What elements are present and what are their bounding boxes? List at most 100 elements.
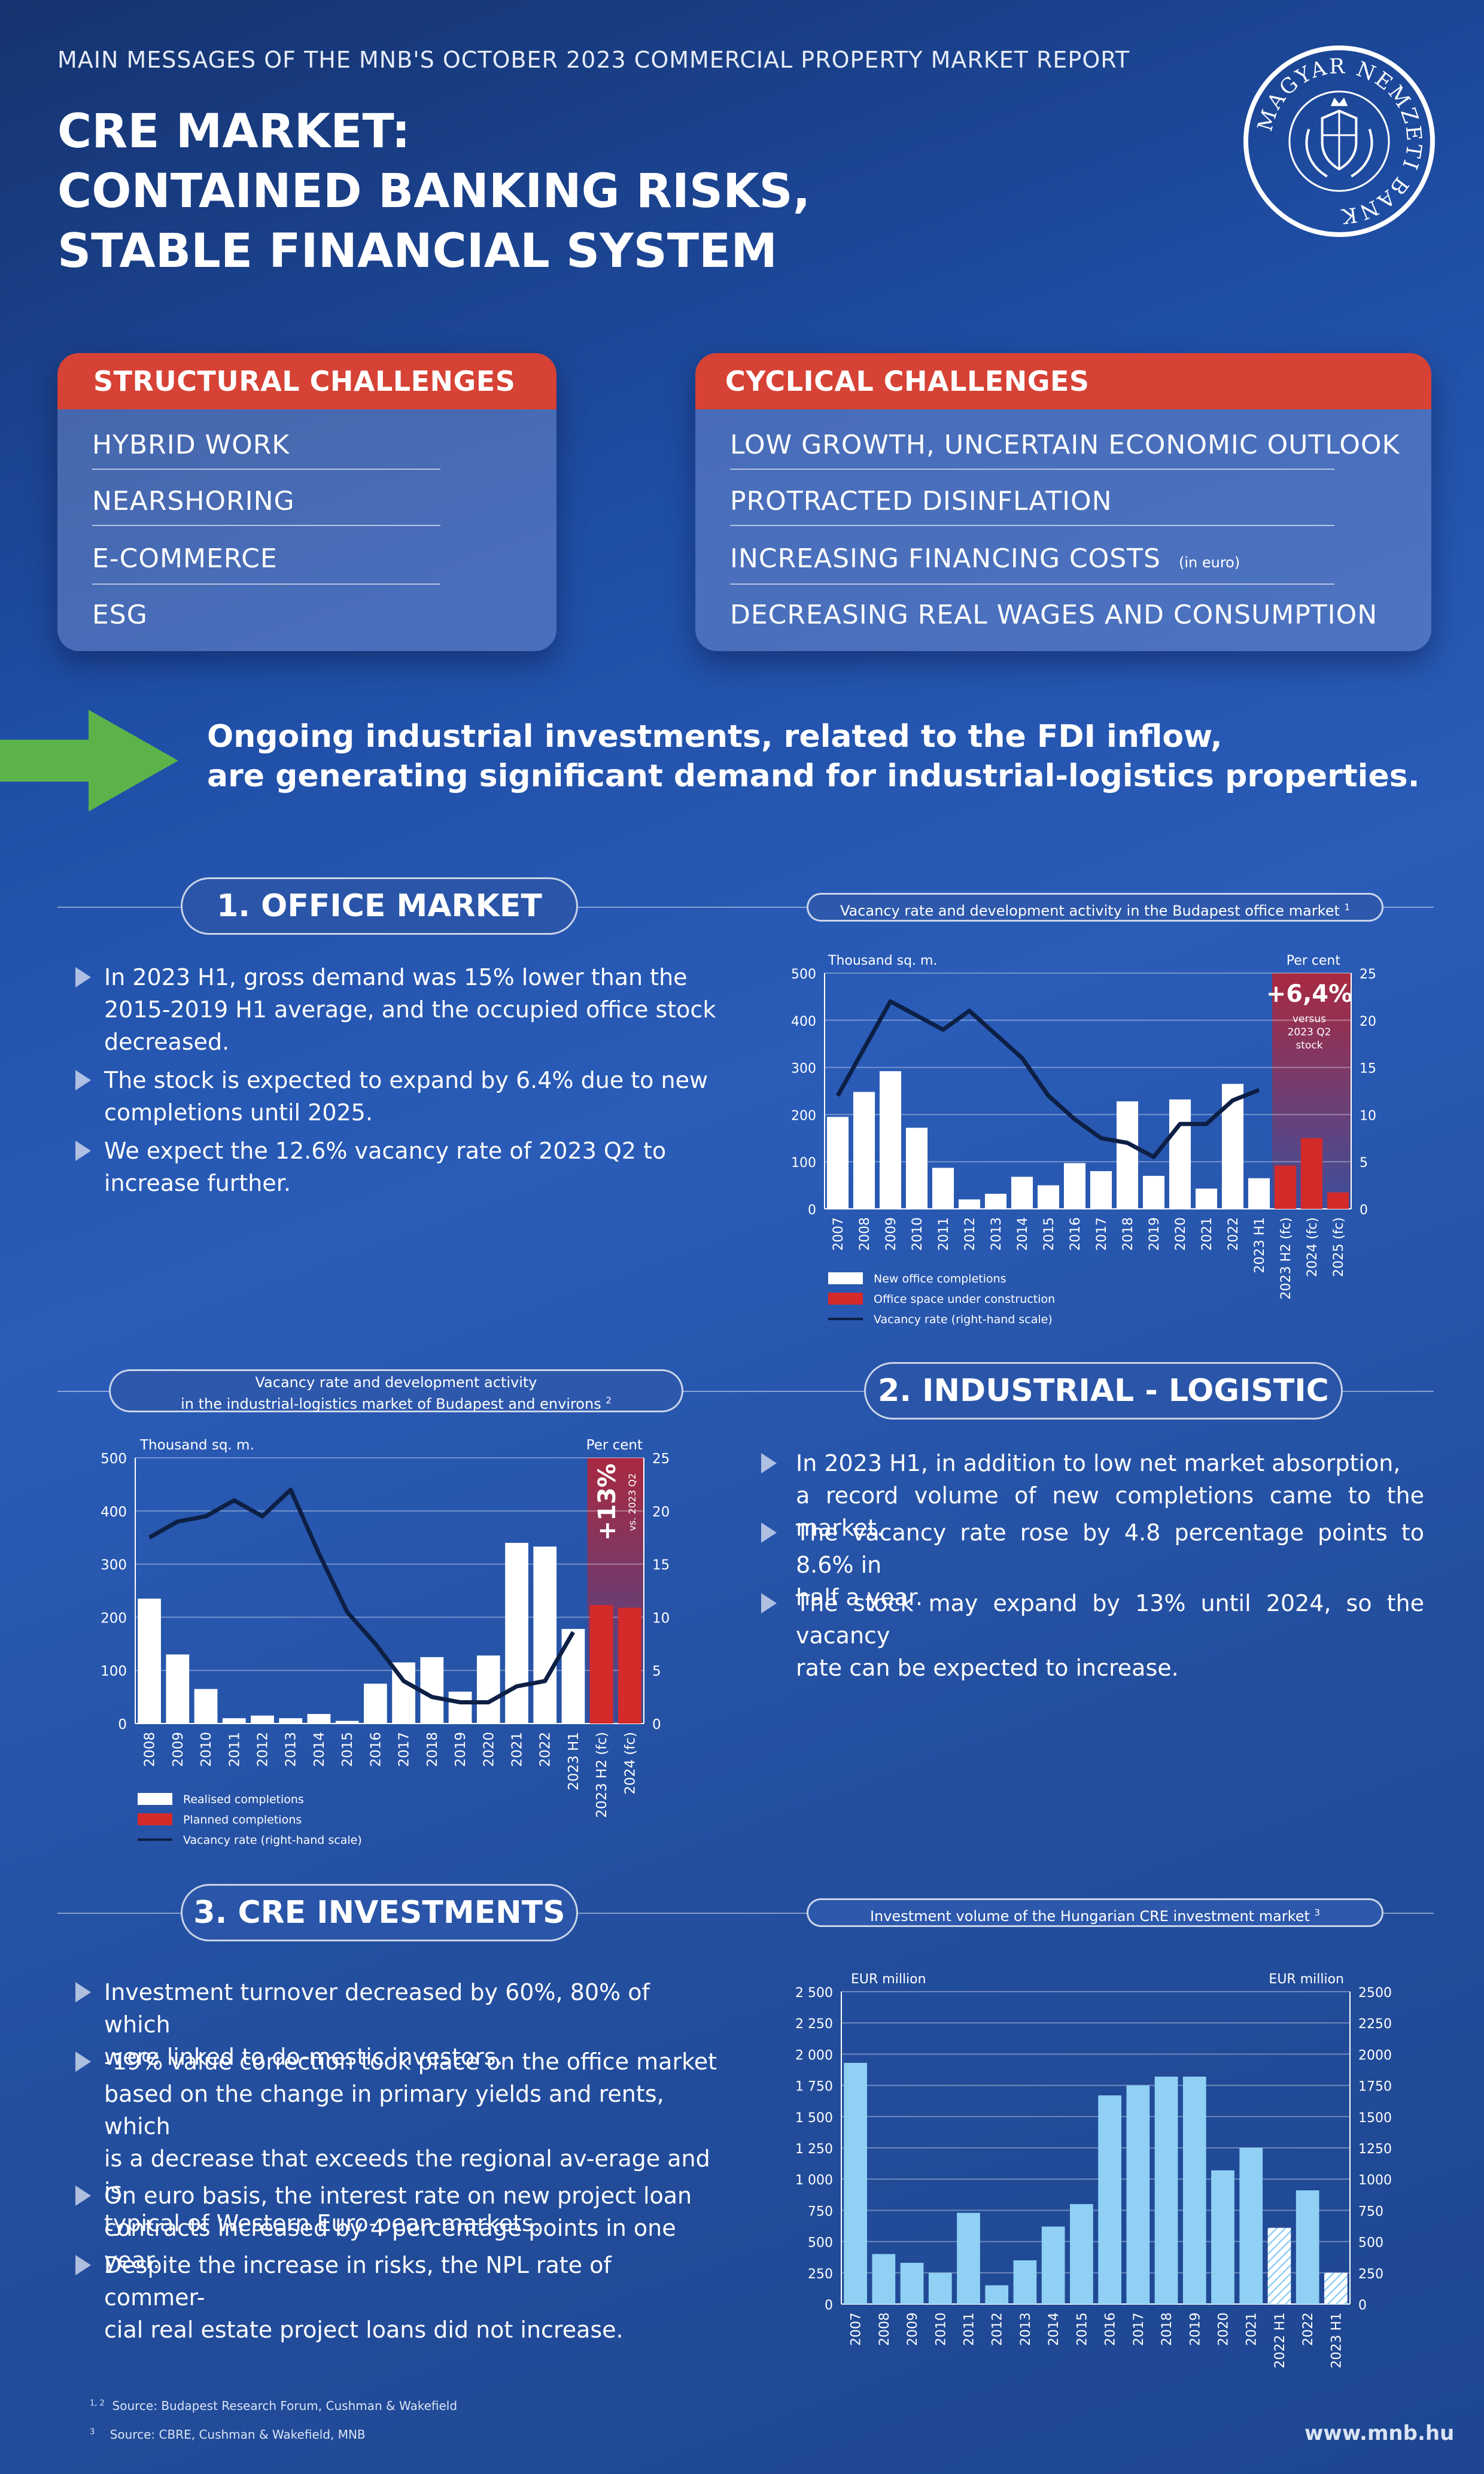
legend-label: New office completions	[874, 1272, 1006, 1285]
mnb-website-link[interactable]: www.mnb.hu	[1304, 2421, 1455, 2445]
left-axis-unit: Thousand sq. m.	[828, 953, 937, 968]
left-tick-label: 200	[791, 1108, 816, 1123]
left-tick-label: 1 750	[795, 2080, 833, 2095]
right-tick-label: 2250	[1358, 2017, 1392, 2032]
divider	[92, 525, 440, 526]
x-tick-label: 2019	[453, 1732, 469, 1767]
x-tick-label: 2022	[1301, 2312, 1316, 2346]
bar	[364, 1683, 387, 1724]
left-tick-label: 250	[808, 2267, 833, 2282]
legend-swatch	[138, 1813, 172, 1825]
cyclical-item-text: INCREASING FINANCING COSTS	[730, 543, 1161, 574]
x-tick-label: 2009	[171, 1732, 186, 1767]
left-tick-label: 200	[101, 1610, 127, 1626]
right-tick-label: 250	[1358, 2267, 1383, 2282]
cyclical-item: INCREASING FINANCING COSTS (in euro)	[730, 543, 1240, 574]
structural-challenges-title: STRUCTURAL CHALLENGES	[57, 353, 556, 409]
right-tick-label: 10	[1360, 1108, 1376, 1123]
x-tick-label: 2018	[1160, 2312, 1175, 2346]
bar	[307, 1714, 331, 1724]
right-axis-unit: EUR million	[1269, 1972, 1344, 1987]
bar	[928, 2272, 952, 2304]
x-tick-label: 2020	[1217, 2312, 1231, 2346]
right-tick-label: 20	[1360, 1014, 1376, 1029]
x-tick-label: 2018	[425, 1732, 440, 1767]
industrial-bullets: In 2023 H1, in addition to low net marke…	[761, 1447, 1425, 1681]
x-tick-label: 2012	[963, 1217, 978, 1251]
right-tick-label: 15	[652, 1558, 670, 1573]
x-tick-label: 2024 (fc)	[622, 1732, 638, 1795]
callout-line-1: Ongoing industrial investments, related …	[207, 719, 1223, 755]
industrial-bullet-3: The stock may expand by 13% until 2024, …	[796, 1590, 1424, 1681]
forecast-growth-value: +6,4%	[1266, 980, 1352, 1008]
left-tick-label: 2 000	[795, 2048, 833, 2063]
office-bullet-2: The stock is expected to expand by 6.4% …	[104, 1067, 708, 1126]
right-tick-label: 1500	[1358, 2111, 1392, 2126]
bullet-triangle-icon	[75, 1982, 91, 2002]
left-tick-label: 400	[791, 1014, 816, 1029]
bar	[958, 1199, 981, 1209]
office-chart-title: Vacancy rate and development activity in…	[807, 893, 1383, 922]
cyclical-challenges-card: CYCLICAL CHALLENGES LOW GROWTH, UNCERTAI…	[695, 353, 1431, 651]
mnb-seal-logo: MAGYAR NEMZETI BANK	[1243, 45, 1435, 237]
industrial-chart-title: Vacancy rate and development activity in…	[109, 1369, 683, 1412]
x-tick-label: 2013	[1018, 2312, 1033, 2346]
x-tick-label: 2008	[142, 1732, 158, 1767]
right-tick-label: 20	[652, 1505, 670, 1520]
x-tick-label: 2007	[849, 2312, 864, 2346]
right-tick-label: 1250	[1358, 2142, 1392, 2157]
left-tick-label: 1 500	[795, 2111, 833, 2126]
x-tick-label: 2011	[227, 1732, 242, 1767]
x-tick-label: 2022 H1	[1273, 2312, 1288, 2369]
bar	[251, 1715, 274, 1724]
x-tick-label: 2016	[1103, 2312, 1118, 2346]
x-tick-label: 2017	[1094, 1217, 1109, 1251]
left-tick-label: 1 000	[795, 2173, 833, 2188]
bar	[1169, 1099, 1191, 1209]
bar	[448, 1691, 472, 1724]
office-bullet-3: We expect the 12.6% vacancy rate of 2023…	[104, 1138, 667, 1196]
legend-label: Vacancy rate (right-hand scale)	[183, 1834, 362, 1847]
bar	[533, 1546, 557, 1724]
x-tick-label: 2012	[990, 2312, 1005, 2346]
bar	[1211, 2170, 1234, 2304]
footnote-2: 3 Source: CBRE, Cushman & Wakefield, MNB	[90, 2427, 366, 2442]
x-tick-label: 2022	[538, 1732, 554, 1767]
office-bullet-1: In 2023 H1, gross demand was 15% lower t…	[104, 964, 716, 1055]
x-tick-label: 2013	[284, 1732, 299, 1767]
industrial-chart: 0 0 100 5 200 10 300 15 400 20 500 25 Thousand sq. m…	[66, 1436, 676, 1858]
legend-swatch	[828, 1293, 863, 1305]
bar	[1037, 1185, 1060, 1209]
bar	[1116, 1101, 1139, 1209]
x-tick-label: 2010	[199, 1732, 214, 1767]
bar	[872, 2254, 896, 2304]
right-tick-label: 0	[1358, 2298, 1367, 2313]
x-tick-label: 2025 (fc)	[1331, 1217, 1346, 1277]
bar	[279, 1718, 303, 1724]
bar	[1154, 2076, 1178, 2304]
x-tick-label: 2008	[877, 2312, 892, 2346]
x-tick-label: 2019	[1188, 2312, 1203, 2346]
green-arrow-icon	[0, 710, 178, 812]
bullet-triangle-icon	[75, 1070, 91, 1090]
right-axis-unit: Per cent	[586, 1437, 643, 1453]
bar	[476, 1655, 500, 1724]
x-tick-label: 2019	[1147, 1217, 1162, 1251]
bullet-triangle-icon	[75, 2255, 91, 2275]
bar	[1300, 1138, 1323, 1209]
bar	[844, 2063, 867, 2304]
bar	[853, 1092, 875, 1209]
bar	[1248, 1178, 1270, 1209]
x-tick-label: 2023 H1	[1252, 1217, 1267, 1274]
left-tick-label: 2 500	[795, 1986, 833, 2001]
forecast-growth-value: +13%	[594, 1463, 621, 1540]
bar	[879, 1071, 902, 1209]
bar	[900, 2263, 924, 2304]
bullet-triangle-icon	[761, 1453, 777, 1473]
left-tick-label: 0	[825, 2298, 833, 2313]
structural-item: NEARSHORING	[92, 486, 295, 516]
in-euro-note: (in euro)	[1178, 554, 1240, 571]
legend-label: Office space under construction	[874, 1293, 1055, 1306]
right-tick-label: 1750	[1358, 2080, 1392, 2095]
right-tick-label: 5	[1360, 1156, 1368, 1171]
